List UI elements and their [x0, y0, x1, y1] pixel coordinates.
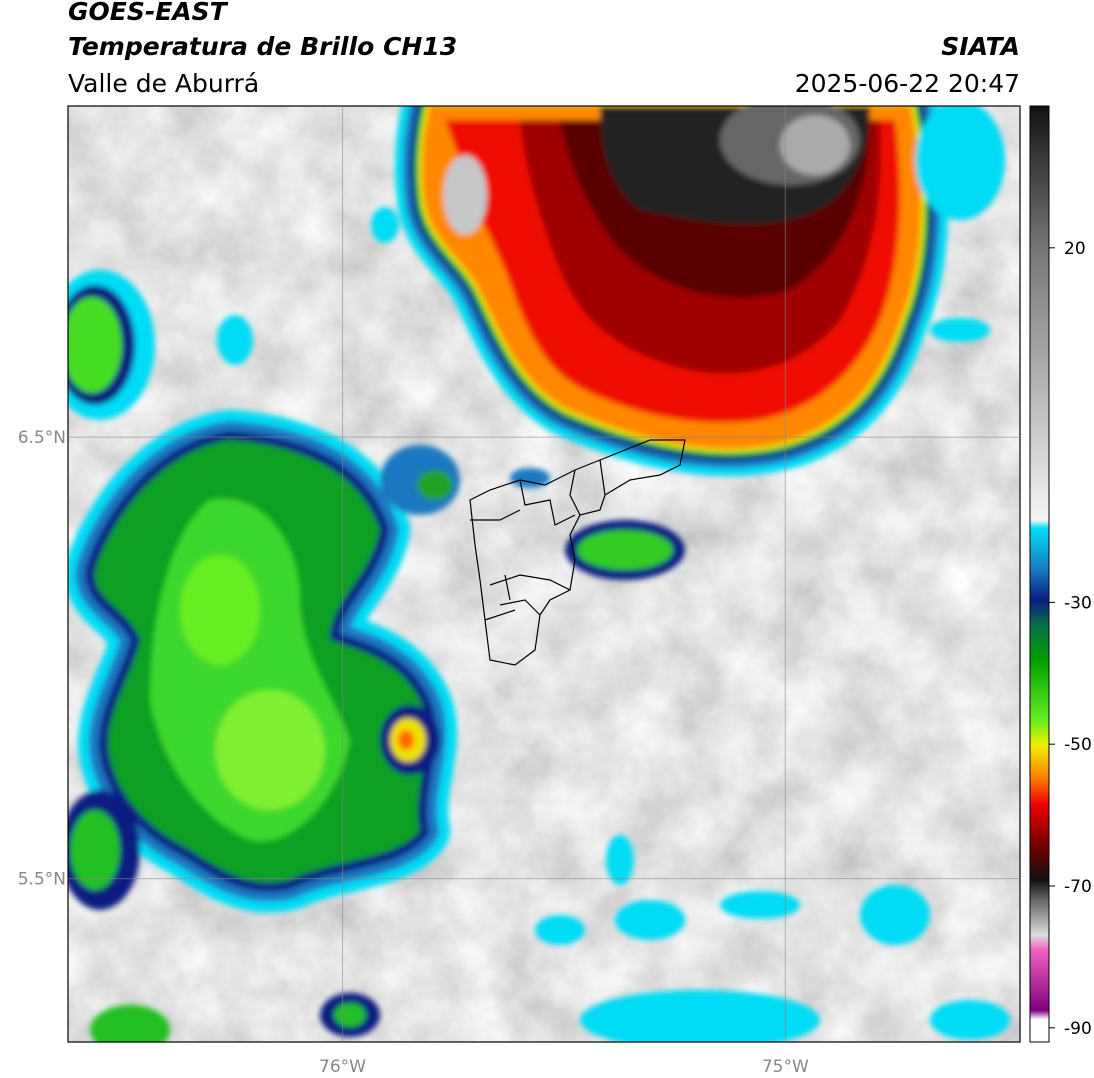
colorbar	[1029, 105, 1050, 1043]
title: GOES-EAST	[68, 0, 229, 26]
timestamp: 2025-06-22 20:47	[795, 69, 1020, 98]
colorbar-tick-label: -90	[1064, 1019, 1092, 1039]
x-tick-label: 76°W	[319, 1057, 366, 1077]
x-tick-label: 75°W	[762, 1057, 809, 1077]
region: Valle de Aburrá	[68, 69, 259, 98]
satellite-image	[68, 106, 1020, 1042]
colorbar-tick-label: 20	[1064, 239, 1086, 259]
subtitle: Temperatura de Brillo CH13	[68, 32, 457, 61]
colorbar-tick-label: -70	[1064, 877, 1092, 897]
source: SIATA	[941, 32, 1020, 61]
map-frame	[67, 105, 1021, 1043]
municipal-boundaries	[469, 439, 686, 666]
y-tick-label: 5.5°N	[18, 870, 66, 890]
colorbar-tick-label: -50	[1064, 735, 1092, 755]
y-tick-label: 6.5°N	[18, 428, 66, 448]
colorbar-tick-label: -30	[1064, 593, 1092, 613]
